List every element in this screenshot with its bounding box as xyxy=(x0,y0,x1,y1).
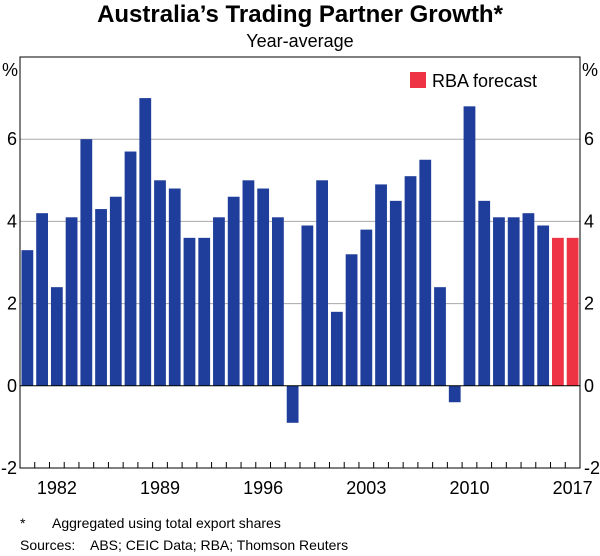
bar xyxy=(154,180,166,386)
y-tick-label-left: -2 xyxy=(1,458,17,478)
bar xyxy=(50,287,63,386)
bar xyxy=(493,217,505,386)
y-tick-label-left: 0 xyxy=(7,376,17,396)
bar xyxy=(389,200,402,386)
x-tick-label: 1996 xyxy=(243,478,283,498)
bar xyxy=(109,196,122,386)
y-unit-right: % xyxy=(582,60,598,80)
bar xyxy=(124,151,137,386)
legend-label: RBA forecast xyxy=(432,71,537,91)
bar xyxy=(448,385,461,403)
bar xyxy=(198,237,211,386)
y-tick-label-right: -2 xyxy=(584,458,600,478)
bar xyxy=(522,213,535,386)
bar xyxy=(286,385,299,423)
sources: Sources: ABS; CEIC Data; RBA; Thomson Reu… xyxy=(20,536,348,554)
bar xyxy=(301,225,314,386)
bar xyxy=(463,106,476,386)
bar xyxy=(360,229,373,386)
x-tick-label: 2017 xyxy=(553,478,593,498)
bar xyxy=(65,217,78,386)
bar xyxy=(139,98,152,386)
x-tick-label: 2003 xyxy=(346,478,386,498)
bar xyxy=(537,225,550,386)
bar xyxy=(95,209,107,386)
bar xyxy=(213,217,225,386)
bar xyxy=(242,180,255,386)
sources-label: Sources: xyxy=(20,537,76,553)
bar xyxy=(434,287,446,386)
bar xyxy=(183,237,196,386)
y-unit-left: % xyxy=(2,60,18,80)
x-tick-label: 1989 xyxy=(140,478,180,498)
bar xyxy=(404,176,417,386)
y-tick-label-left: 2 xyxy=(7,294,17,314)
bar xyxy=(36,213,48,386)
x-tick-label: 1982 xyxy=(37,478,77,498)
footnote-text: Aggregated using total export shares xyxy=(52,515,281,531)
bar xyxy=(478,200,491,386)
footnote: * Aggregated using total export shares xyxy=(20,514,281,532)
bar xyxy=(227,196,240,386)
bar xyxy=(257,188,270,386)
x-tick-label: 2010 xyxy=(449,478,489,498)
bar xyxy=(507,217,520,386)
bar xyxy=(80,139,93,386)
legend-swatch xyxy=(410,72,426,88)
y-tick-label-right: 6 xyxy=(584,129,594,149)
y-tick-label-right: 4 xyxy=(584,211,594,231)
y-tick-label-right: 0 xyxy=(584,376,594,396)
bar xyxy=(345,254,358,386)
chart-title: Australia’s Trading Partner Growth* xyxy=(97,1,503,28)
sources-text: ABS; CEIC Data; RBA; Thomson Reuters xyxy=(90,537,349,553)
forecast-bar xyxy=(552,237,564,386)
y-tick-label-right: 2 xyxy=(584,294,594,314)
bar xyxy=(375,184,387,386)
bar xyxy=(419,159,432,386)
chart-subtitle: Year-average xyxy=(246,31,354,51)
y-tick-label-left: 6 xyxy=(7,129,17,149)
y-tick-label-left: 4 xyxy=(7,211,17,231)
footnote-marker: * xyxy=(20,515,26,531)
bar xyxy=(21,250,34,386)
bar xyxy=(316,180,328,386)
forecast-bar xyxy=(566,237,579,386)
bar xyxy=(330,311,343,386)
bar xyxy=(168,188,181,386)
bar xyxy=(272,217,284,386)
